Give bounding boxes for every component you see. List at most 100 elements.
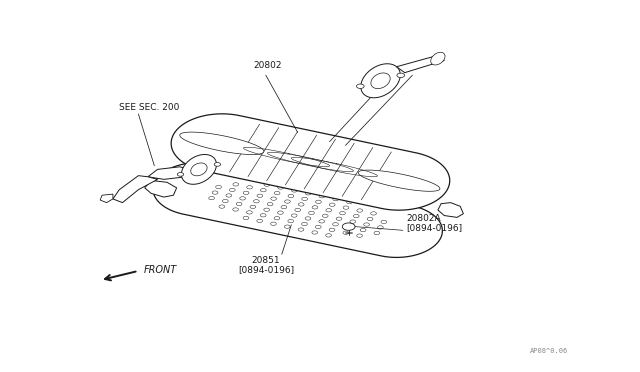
Circle shape (312, 206, 318, 209)
Circle shape (284, 225, 290, 228)
Circle shape (223, 199, 228, 203)
Circle shape (336, 217, 342, 220)
Circle shape (216, 185, 221, 189)
Polygon shape (358, 170, 440, 191)
Circle shape (264, 208, 269, 211)
Circle shape (257, 194, 263, 198)
Circle shape (316, 225, 321, 228)
Circle shape (340, 212, 346, 215)
Circle shape (243, 216, 249, 219)
Circle shape (233, 208, 239, 211)
Circle shape (356, 234, 362, 237)
Text: FRONT: FRONT (143, 265, 177, 275)
Circle shape (260, 214, 266, 217)
Circle shape (397, 73, 404, 77)
Circle shape (291, 214, 297, 217)
Circle shape (212, 191, 218, 194)
Circle shape (381, 220, 387, 224)
Circle shape (312, 231, 317, 234)
Circle shape (250, 205, 256, 208)
Text: SEE SEC. 200: SEE SEC. 200 (119, 103, 180, 112)
Circle shape (301, 222, 307, 226)
Circle shape (302, 197, 308, 201)
Circle shape (353, 214, 359, 218)
Polygon shape (180, 132, 264, 154)
Text: [0894-0196]: [0894-0196] (406, 223, 462, 232)
Polygon shape (181, 154, 216, 184)
Circle shape (291, 189, 297, 192)
Circle shape (319, 195, 324, 198)
Circle shape (275, 192, 280, 195)
Circle shape (246, 211, 252, 214)
Text: 20802: 20802 (253, 61, 282, 70)
Circle shape (316, 200, 321, 203)
Circle shape (230, 188, 235, 192)
Circle shape (367, 217, 373, 221)
Circle shape (347, 201, 353, 204)
Circle shape (350, 220, 356, 223)
Polygon shape (171, 114, 450, 210)
Circle shape (360, 228, 366, 232)
Circle shape (326, 234, 332, 237)
Circle shape (278, 186, 284, 189)
Circle shape (305, 217, 311, 220)
Circle shape (281, 205, 287, 209)
Text: 20851: 20851 (252, 256, 280, 265)
Circle shape (257, 219, 262, 222)
Polygon shape (371, 73, 390, 89)
Circle shape (319, 220, 324, 223)
Circle shape (214, 163, 221, 166)
Circle shape (209, 196, 214, 200)
Circle shape (271, 197, 276, 200)
Circle shape (330, 203, 335, 206)
Circle shape (371, 212, 376, 215)
Circle shape (343, 231, 349, 234)
Circle shape (323, 214, 328, 218)
Polygon shape (113, 176, 157, 203)
Circle shape (308, 211, 314, 215)
Circle shape (329, 228, 335, 231)
Text: 20802A: 20802A (406, 214, 441, 223)
Circle shape (271, 222, 276, 225)
Circle shape (243, 191, 249, 195)
Circle shape (264, 183, 269, 186)
Circle shape (268, 202, 273, 206)
Circle shape (177, 173, 184, 176)
Circle shape (288, 194, 294, 198)
Circle shape (274, 217, 280, 220)
Circle shape (226, 194, 232, 197)
Circle shape (278, 211, 284, 214)
Circle shape (253, 200, 259, 203)
Polygon shape (100, 194, 113, 203)
Polygon shape (438, 203, 463, 217)
Circle shape (295, 208, 301, 212)
Circle shape (298, 203, 304, 206)
Circle shape (374, 231, 380, 235)
Circle shape (333, 222, 339, 226)
Polygon shape (396, 56, 444, 73)
Polygon shape (191, 163, 207, 176)
Circle shape (240, 197, 246, 200)
Circle shape (233, 183, 239, 186)
Circle shape (343, 206, 349, 209)
Polygon shape (361, 64, 400, 98)
Polygon shape (145, 180, 177, 197)
Circle shape (246, 186, 252, 189)
Circle shape (342, 223, 355, 230)
Polygon shape (431, 52, 445, 65)
Circle shape (326, 209, 332, 212)
Circle shape (285, 200, 291, 203)
Circle shape (305, 192, 311, 195)
Polygon shape (148, 167, 189, 179)
Circle shape (364, 223, 369, 226)
Circle shape (378, 226, 383, 229)
Circle shape (288, 219, 294, 223)
Circle shape (298, 228, 304, 231)
Circle shape (219, 205, 225, 208)
Circle shape (236, 202, 242, 206)
Text: AP08^0.06: AP08^0.06 (531, 348, 568, 354)
Circle shape (260, 189, 266, 192)
Polygon shape (153, 163, 442, 257)
Circle shape (357, 209, 363, 212)
Circle shape (346, 225, 352, 229)
